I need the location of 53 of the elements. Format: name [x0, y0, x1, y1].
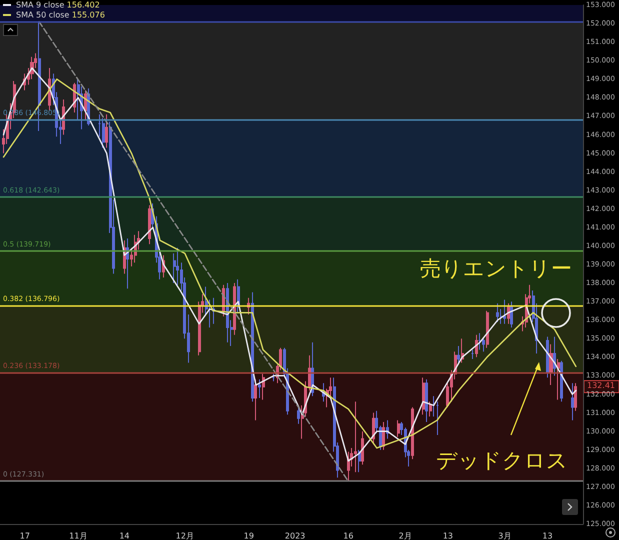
x-tick-label: 17 [20, 532, 30, 540]
candlestick [308, 354, 311, 392]
candlestick [571, 382, 574, 421]
candlestick [471, 349, 474, 360]
candlestick [510, 301, 513, 328]
candlestick [457, 346, 460, 366]
candlestick [478, 332, 481, 350]
annotation: 132.41 [587, 381, 615, 390]
candlestick [102, 118, 105, 148]
candlestick [297, 406, 300, 424]
candlestick [574, 382, 577, 412]
candlestick [503, 299, 506, 324]
candlestick [425, 378, 428, 423]
candlestick [429, 401, 432, 417]
candlestick [347, 451, 350, 482]
annotation: 156.402 [66, 0, 100, 10]
candlestick [546, 336, 549, 378]
annotation: 155.076 [72, 10, 105, 20]
x-tick-label: 2月 [398, 532, 412, 540]
candlestick [422, 377, 425, 416]
candlestick [557, 358, 560, 400]
x-tick-label: 14 [119, 532, 130, 540]
legend-label: SMA 9 close [16, 0, 67, 10]
candlestick [126, 238, 129, 290]
candlestick [254, 378, 257, 421]
x-tick-label: 19 [244, 532, 254, 540]
x-tick-label: 16 [343, 532, 354, 540]
annotation: 売りエントリー [420, 256, 572, 280]
candlestick [372, 412, 375, 445]
candlestick [560, 360, 563, 402]
x-tick-label: 13 [442, 532, 454, 540]
annotation: デッドクロス [436, 448, 568, 472]
candlestick [262, 373, 265, 400]
candlestick [272, 373, 275, 382]
candlestick [148, 204, 151, 245]
x-tick-label: 12月 [176, 532, 194, 540]
x-tick-label: 2023 [284, 532, 306, 540]
x-tick-label: 3月 [498, 532, 512, 540]
legend-label: SMA 50 close [16, 10, 72, 20]
candlestick [354, 401, 357, 473]
candlestick [549, 344, 553, 386]
candlestick [553, 336, 556, 376]
x-tick-label: 13 [542, 532, 553, 540]
candlestick [397, 420, 400, 438]
candlestick [507, 302, 510, 324]
x-tick-label: 11月 [69, 532, 88, 540]
candlestick [105, 114, 108, 148]
candlestick [436, 401, 439, 436]
candlestick [486, 310, 489, 348]
candlestick [258, 378, 261, 398]
candlestick [496, 302, 499, 322]
candlestick [322, 382, 325, 402]
candlestick [361, 430, 364, 466]
